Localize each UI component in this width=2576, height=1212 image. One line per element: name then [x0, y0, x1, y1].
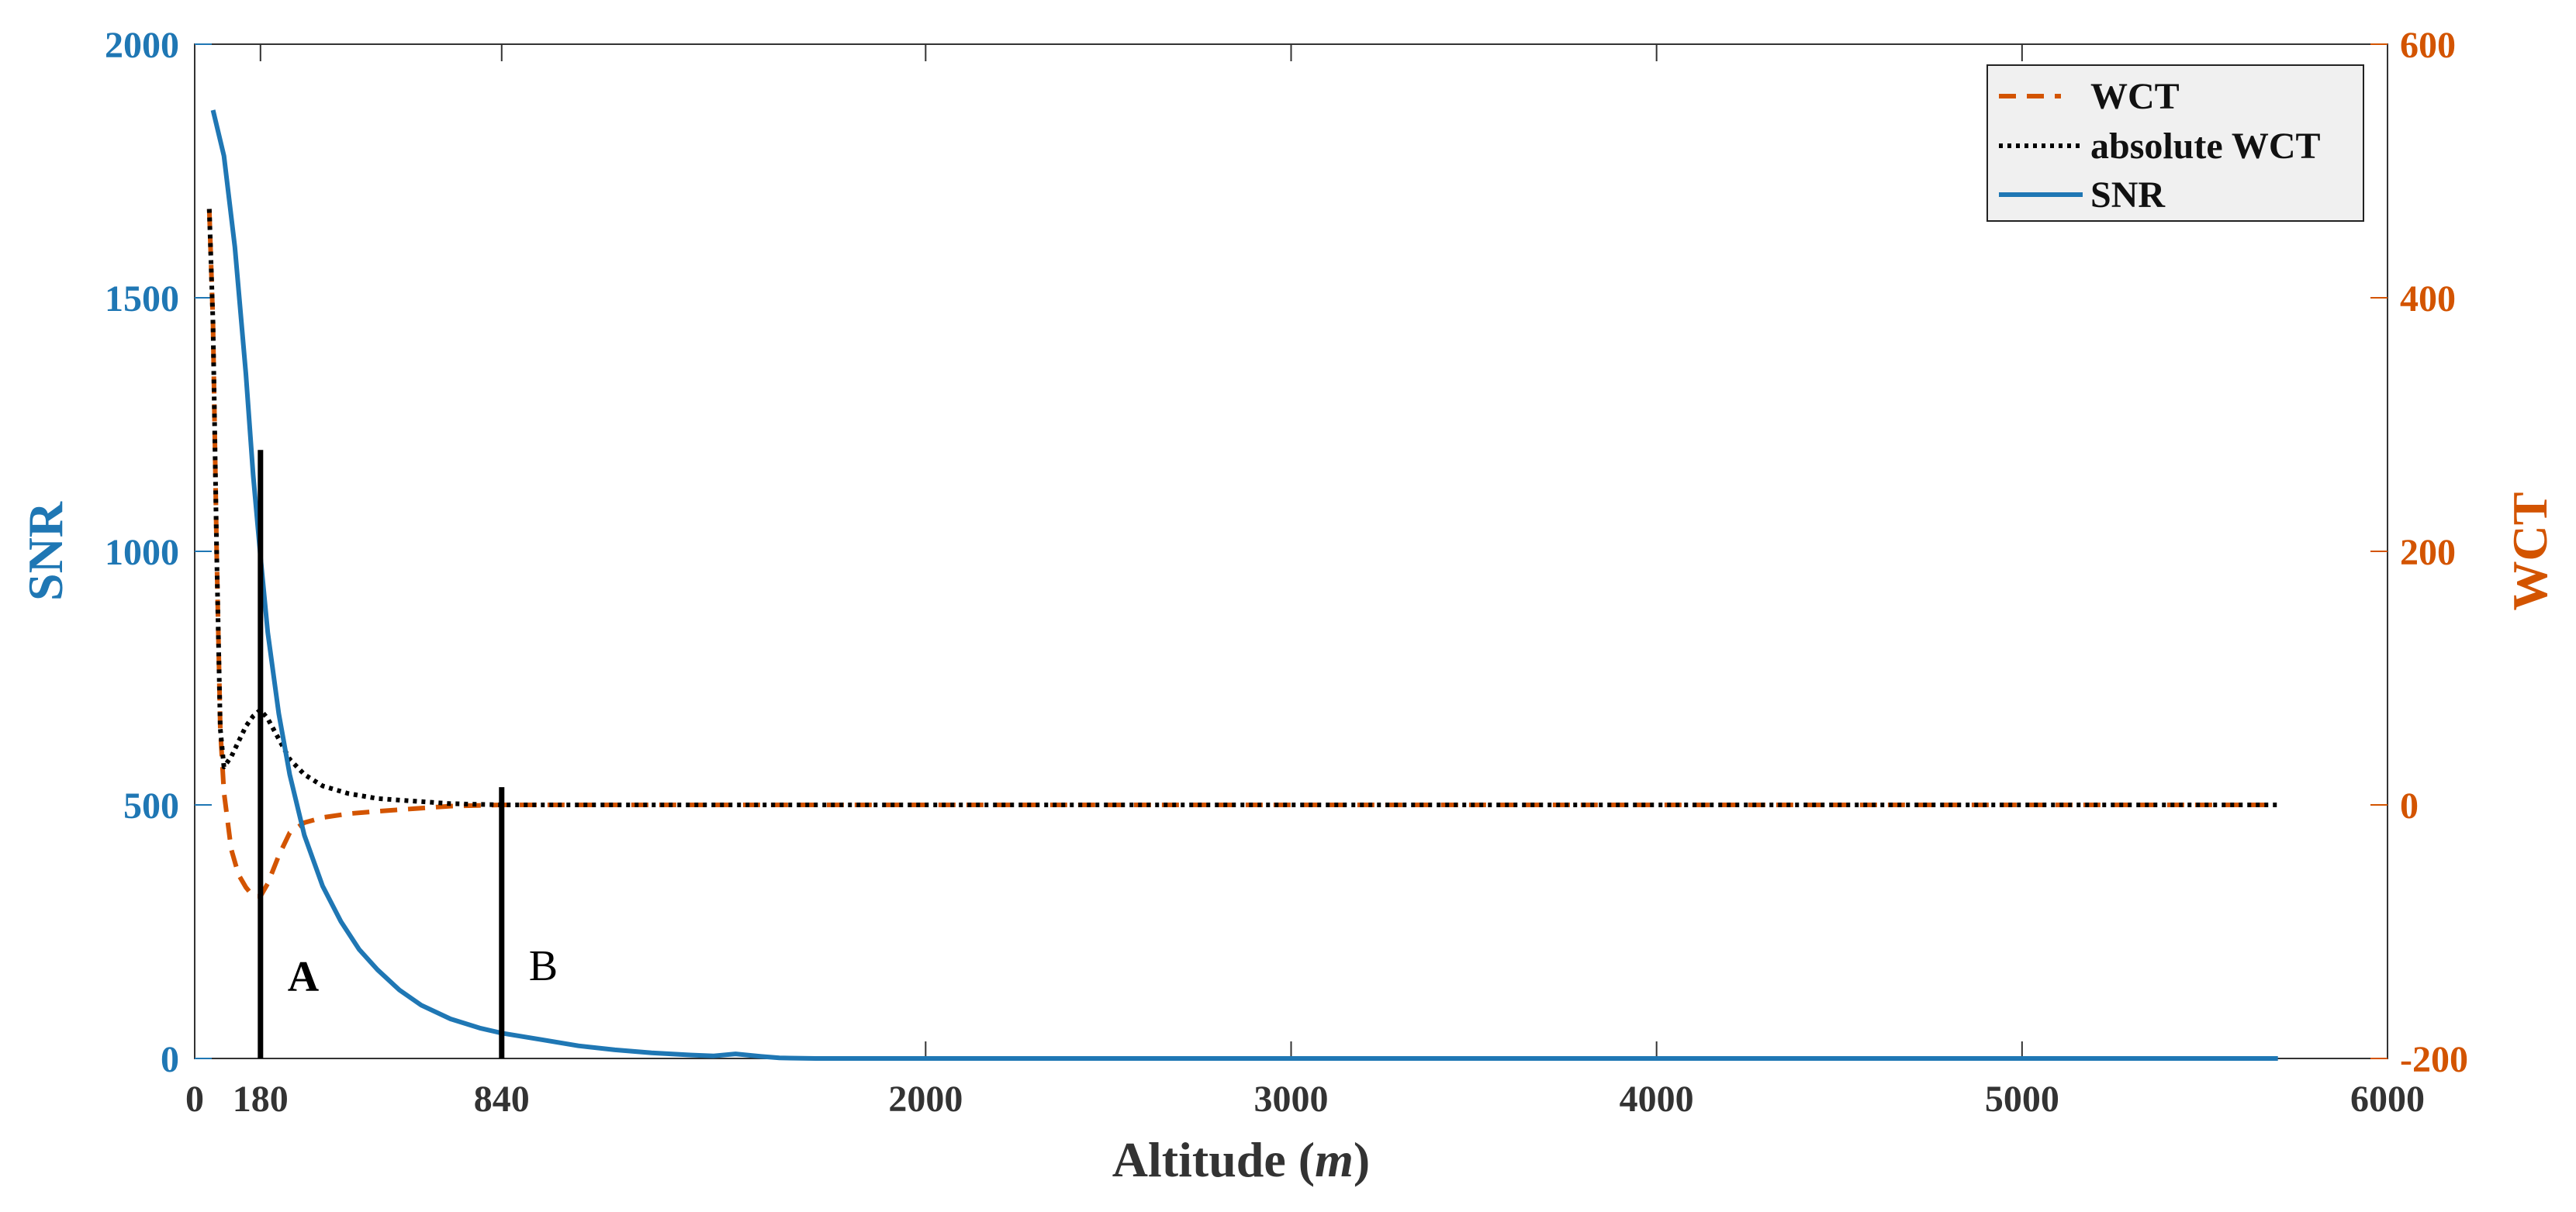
y-right-tick-label: 0 [2400, 786, 2419, 827]
legend-label-snr: SNR [2090, 174, 2166, 216]
y-left-tick-label: 500 [123, 786, 179, 827]
x-tick-label: 3000 [1254, 1079, 1329, 1120]
x-axis-title: Altitude (m) [1112, 1132, 1370, 1187]
series-line-snr [210, 109, 2278, 1061]
x-tick-label: 5000 [1985, 1079, 2059, 1120]
legend: WCT absolute WCT SNR [1986, 64, 2364, 222]
marker-label-b: B [529, 942, 558, 990]
x-tick-label: 840 [474, 1079, 530, 1120]
series-line-wct [206, 209, 2278, 899]
x-tick-label: 0 [185, 1079, 204, 1120]
y-right-tick-label: 400 [2400, 278, 2456, 319]
y-left-tick-label: 0 [161, 1039, 179, 1080]
y-right-tick-label: -200 [2400, 1039, 2468, 1080]
y-axis-left-title: SNR [18, 501, 73, 601]
y-axis-left: 0 500 1000 1500 2000 [105, 25, 212, 1080]
y-left-tick-label: 1500 [105, 278, 179, 319]
x-tick-label: 4000 [1620, 1079, 1694, 1120]
series-layer [206, 109, 2278, 1061]
marker-label-a: A [288, 953, 320, 1001]
x-tick-label: 6000 [2350, 1079, 2425, 1120]
y-right-tick-label: 600 [2400, 25, 2456, 66]
x-tick-label: 180 [233, 1079, 289, 1120]
x-axis: 0 180 840 2000 3000 4000 5000 6000 [185, 44, 2425, 1120]
y-axis-right: -200 0 200 400 600 [2370, 25, 2468, 1080]
legend-label-wct: WCT [2090, 76, 2180, 117]
y-left-tick-label: 2000 [105, 25, 179, 66]
y-right-tick-label: 200 [2400, 532, 2456, 573]
legend-label-absolute-wct: absolute WCT [2090, 126, 2321, 167]
y-left-tick-label: 1000 [105, 532, 179, 573]
x-tick-label: 2000 [888, 1079, 963, 1120]
y-axis-right-title: WCT [2502, 492, 2557, 611]
